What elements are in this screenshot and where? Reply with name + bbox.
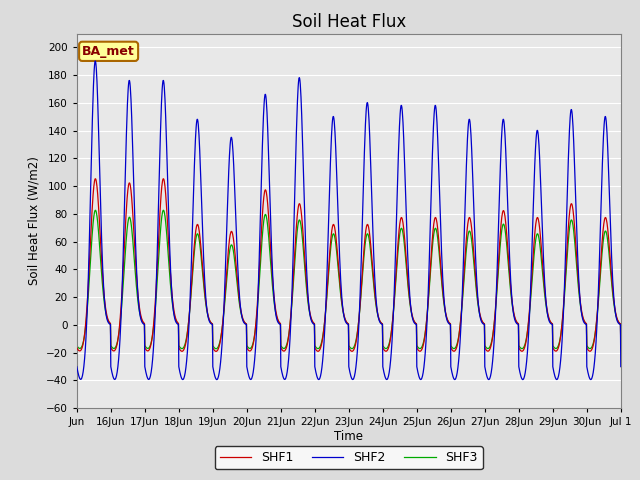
SHF2 [87,187,95,193]
SHF2 [412,321,419,327]
SHF3 [212,346,220,352]
SHF2 [324,230,332,236]
SHF2 [440,287,447,292]
SHF1 [73,345,81,351]
SHF3 [440,296,447,302]
SHF3 [324,276,332,281]
SHF1 [212,348,220,354]
SHF3 [92,207,99,213]
SHF3 [364,231,371,237]
SHF1 [291,252,298,258]
SHF1 [364,222,371,228]
SHF1 [87,236,95,241]
SHF2 [617,364,625,370]
Line: SHF1: SHF1 [77,179,621,351]
SHF1 [440,293,447,299]
Legend: SHF1, SHF2, SHF3: SHF1, SHF2, SHF3 [214,446,483,469]
Y-axis label: Soil Heat Flux (W/m2): Soil Heat Flux (W/m2) [28,156,40,285]
SHF3 [73,343,81,348]
Text: BA_met: BA_met [82,45,135,58]
SHF2 [92,58,99,64]
SHF1 [617,345,625,351]
Line: SHF3: SHF3 [77,210,621,349]
SHF1 [92,176,99,181]
Line: SHF2: SHF2 [77,61,621,380]
SHF1 [324,271,332,276]
SHF2 [213,377,221,383]
SHF1 [412,320,419,326]
SHF2 [291,196,298,202]
SHF3 [617,343,625,348]
SHF2 [364,100,371,106]
SHF3 [87,255,95,261]
SHF3 [412,320,419,326]
Title: Soil Heat Flux: Soil Heat Flux [292,12,406,31]
X-axis label: Time: Time [334,430,364,443]
SHF3 [291,262,298,267]
SHF2 [73,364,81,370]
